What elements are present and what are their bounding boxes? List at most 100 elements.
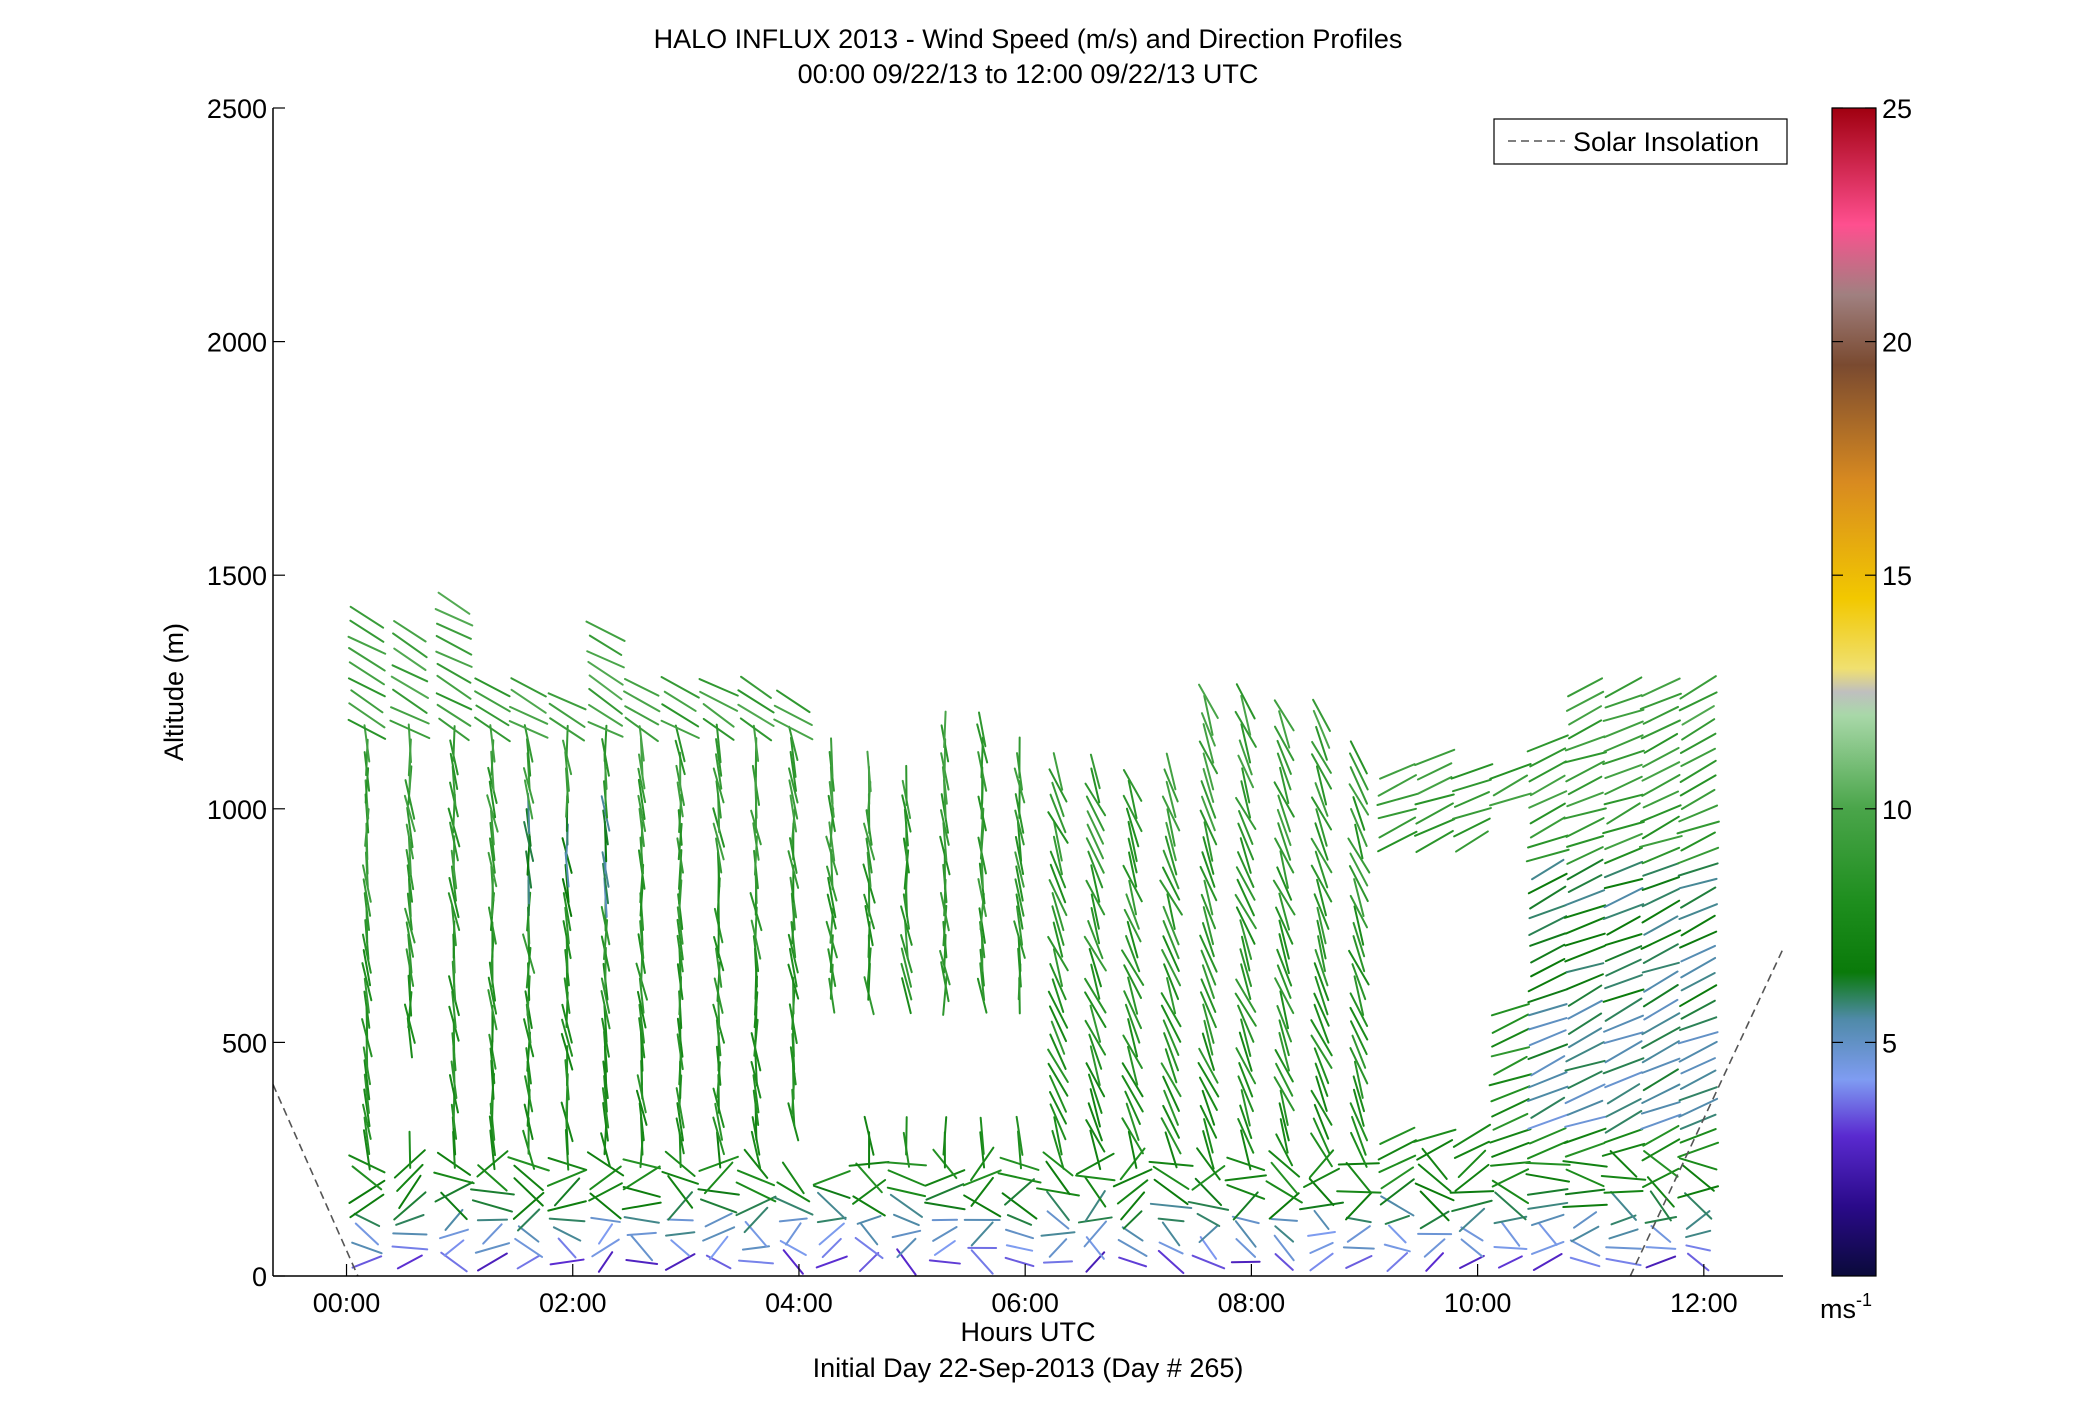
wind-vector <box>1238 1031 1253 1072</box>
wind-vector <box>489 821 496 862</box>
wind-vector <box>1276 948 1293 987</box>
wind-vector <box>350 689 384 714</box>
wind-vector <box>1565 889 1606 906</box>
wind-vector <box>1237 851 1255 888</box>
colorbar-tick-label: 5 <box>1882 1028 1897 1058</box>
wind-vector <box>1241 935 1251 972</box>
wind-vector <box>1273 1234 1295 1262</box>
wind-vector <box>1352 796 1366 831</box>
wind-vector <box>698 1155 739 1172</box>
wind-vector <box>1234 710 1257 748</box>
wind-vector <box>1345 1191 1373 1221</box>
wind-vector <box>1642 943 1679 964</box>
wind-vector <box>891 1229 922 1239</box>
y-tick-label: 2500 <box>207 94 267 124</box>
wind-vector <box>1565 1168 1605 1188</box>
wind-vector <box>1164 835 1178 876</box>
wind-vector <box>1315 1075 1328 1112</box>
wind-vector <box>863 822 876 861</box>
wind-vector <box>564 906 570 945</box>
wind-vector <box>1530 957 1566 978</box>
wind-vector <box>1202 767 1215 803</box>
wind-vector <box>351 1241 383 1255</box>
wind-vector <box>1600 1174 1647 1181</box>
wind-vector <box>1231 1215 1260 1225</box>
wind-vector <box>1603 793 1644 806</box>
wind-vector <box>1351 1115 1367 1156</box>
wind-vector <box>1199 1236 1218 1260</box>
wind-vector <box>392 688 428 714</box>
wind-vector <box>1299 1201 1345 1211</box>
wind-vector <box>1127 1018 1139 1058</box>
wind-vector <box>1077 1216 1113 1224</box>
wind-vector <box>1085 1119 1106 1153</box>
wind-vector <box>715 753 723 790</box>
wind-vector <box>1148 1160 1194 1167</box>
wind-vector <box>1086 810 1105 845</box>
wind-vector <box>362 878 372 917</box>
wind-vector <box>1348 949 1370 986</box>
wind-vector <box>1605 1098 1642 1118</box>
wind-vector <box>1349 1006 1369 1041</box>
wind-vector <box>1235 978 1257 1013</box>
wind-vector <box>788 725 799 761</box>
wind-vector <box>1313 893 1330 930</box>
wind-vector <box>1603 1031 1644 1045</box>
wind-vector <box>557 1237 577 1259</box>
x-tick-label: 04:00 <box>765 1288 833 1318</box>
wind-vector <box>1162 920 1180 960</box>
wind-vector <box>1573 1211 1598 1229</box>
wind-vector <box>1608 1228 1639 1240</box>
wind-vector <box>347 718 387 740</box>
wind-vector <box>1166 893 1176 930</box>
wind-vector <box>1451 778 1492 793</box>
wind-vector <box>1680 999 1716 1020</box>
wind-vector <box>1451 807 1492 820</box>
wind-vector <box>525 1047 532 1085</box>
wind-vector <box>1075 1174 1116 1182</box>
wind-vector <box>1316 919 1327 960</box>
wind-vector <box>393 647 427 672</box>
wind-vector <box>1315 765 1328 806</box>
wind-vector <box>1602 988 1645 1003</box>
wind-vector <box>1274 1049 1294 1083</box>
wind-vector <box>1089 1045 1101 1087</box>
wind-vector <box>1234 893 1257 930</box>
wind-vector <box>1641 1040 1680 1064</box>
wind-vector <box>1119 1147 1146 1181</box>
wind-vector <box>435 634 473 656</box>
wind-vector <box>1198 1047 1219 1084</box>
wind-vector <box>349 619 385 643</box>
wind-vector <box>1491 1013 1530 1034</box>
wind-vector <box>1125 1102 1140 1141</box>
wind-vector <box>1610 1214 1637 1226</box>
wind-vector <box>1006 1214 1033 1226</box>
wind-vector <box>1005 1228 1035 1240</box>
wind-vector <box>434 1181 474 1203</box>
wind-vector <box>1234 1220 1257 1248</box>
wind-vector <box>1605 1246 1642 1250</box>
wind-vector <box>523 724 534 763</box>
wind-vector <box>586 1151 625 1177</box>
wind-vector <box>1048 879 1068 917</box>
wind-vector <box>1493 1215 1528 1225</box>
wind-vector <box>885 1161 927 1167</box>
wind-vector <box>1310 1132 1333 1168</box>
wind-vector <box>1083 935 1107 972</box>
wind-vector <box>1643 998 1679 1021</box>
wind-vector <box>1314 822 1329 861</box>
wind-vector <box>716 1131 722 1169</box>
wind-vector <box>1602 820 1645 835</box>
wind-vector <box>1122 794 1143 833</box>
wind-vector <box>1415 802 1454 825</box>
x-tick-label: 12:00 <box>1670 1288 1738 1318</box>
wind-vector <box>1163 1089 1179 1126</box>
wind-vector <box>1491 1098 1530 1118</box>
wind-vector <box>1239 919 1253 960</box>
wind-vector <box>1048 1074 1067 1113</box>
wind-vector <box>353 1212 381 1228</box>
wind-vector <box>513 1177 544 1207</box>
wind-vector <box>866 851 872 888</box>
wind-vector <box>1604 1109 1643 1134</box>
